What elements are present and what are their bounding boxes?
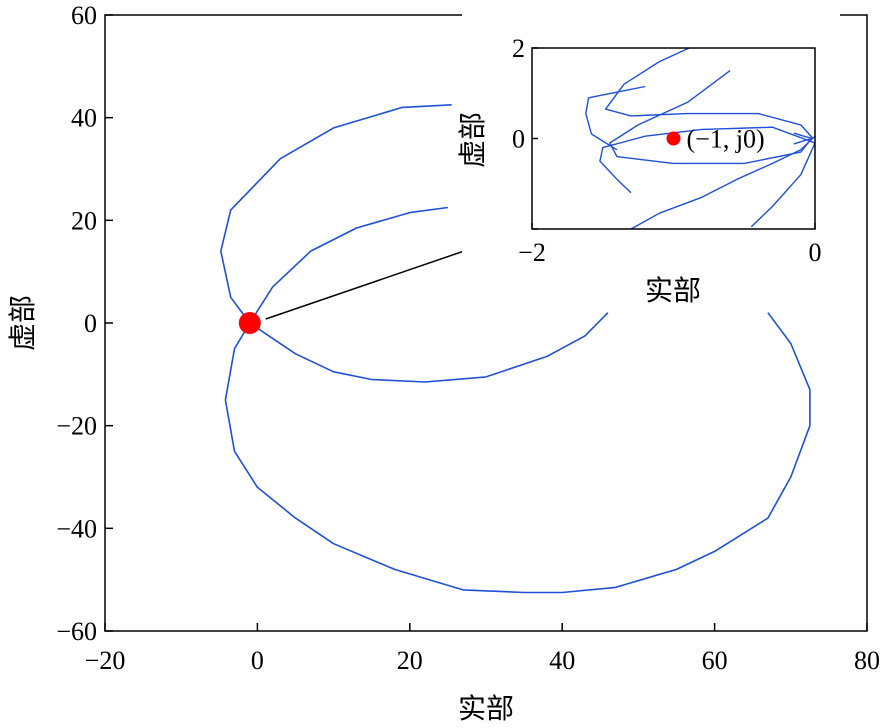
main-critical-point-marker — [238, 312, 261, 334]
x-tick-label: 20 — [397, 646, 423, 675]
inset-x-axis-title: 实部 — [645, 274, 701, 307]
y-tick-label: −40 — [56, 514, 97, 543]
inset-curve-2 — [630, 135, 815, 229]
y-tick-label: −20 — [56, 412, 97, 441]
inset-critical-point-marker — [666, 131, 681, 146]
main-y-axis-title: 虚部 — [6, 295, 39, 351]
x-tick-label: 60 — [702, 646, 728, 675]
inset-plot: −2 0 2 0 (−1, j0) — [462, 8, 840, 301]
main-curve-1 — [249, 206, 449, 324]
pointer-line — [265, 248, 471, 320]
inset-curve-0 — [604, 48, 813, 165]
inset-y-axis-title: 虚部 — [456, 112, 489, 168]
y-tick-label: 20 — [71, 206, 97, 235]
x-tick-label: −20 — [85, 646, 126, 675]
y-tick-label: 40 — [71, 104, 97, 133]
inset-curve-4 — [793, 132, 813, 145]
main-curve-2 — [249, 312, 609, 383]
main-curves — [220, 104, 811, 594]
inset-ticks: −2 0 2 0 — [512, 34, 822, 267]
inset-y-tick-label: 2 — [512, 34, 525, 63]
y-tick-label: 60 — [71, 1, 97, 30]
inset-x-tick-label: −2 — [518, 238, 546, 267]
x-tick-label: 80 — [854, 646, 880, 675]
main-x-axis-title: 实部 — [458, 692, 514, 725]
inset-curve-1 — [599, 126, 815, 228]
x-tick-label: 0 — [251, 646, 264, 675]
x-tick-label: 40 — [549, 646, 575, 675]
y-tick-label: −60 — [56, 617, 97, 646]
y-tick-label: 0 — [84, 309, 97, 338]
inset-x-tick-label: 0 — [809, 238, 822, 267]
inset-curve-3 — [585, 85, 646, 151]
inset-background — [462, 8, 840, 301]
inset-y-tick-label: 0 — [512, 125, 525, 154]
inset-point-label: (−1, j0) — [687, 125, 765, 154]
main-curve-0 — [220, 104, 452, 324]
main-curve-3 — [224, 312, 811, 594]
inset-curves — [585, 48, 815, 229]
